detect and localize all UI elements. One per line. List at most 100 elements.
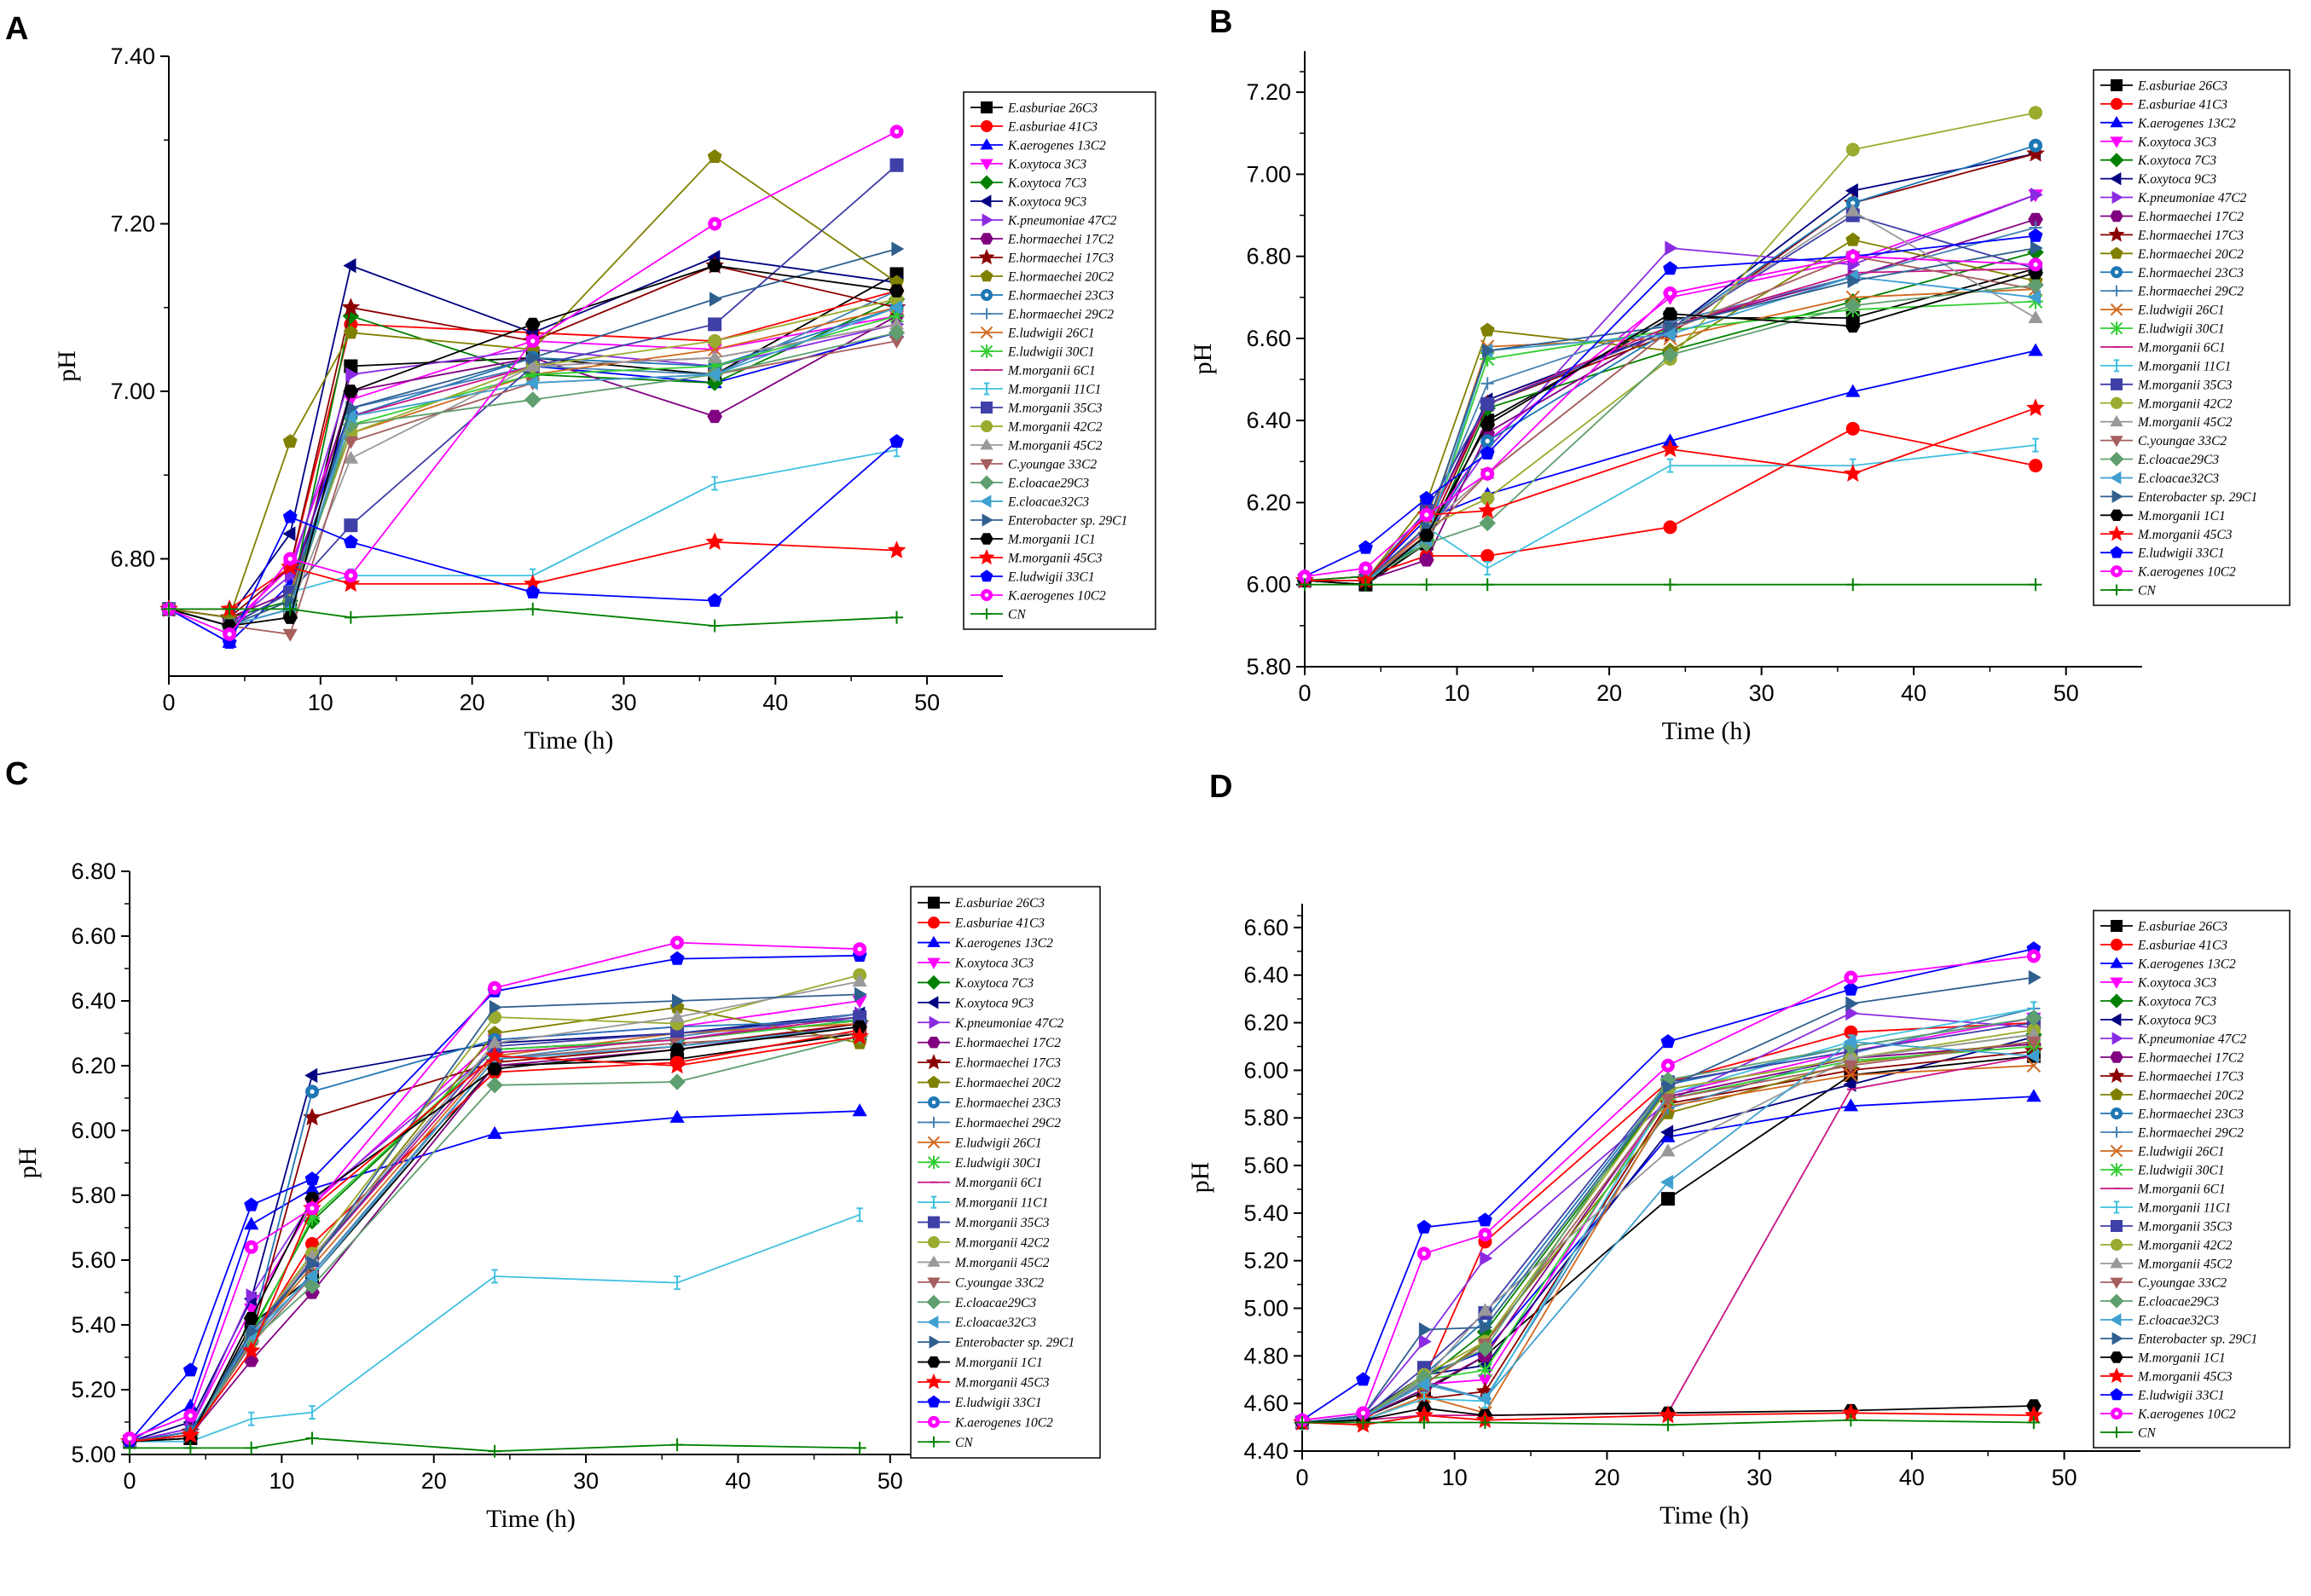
legend-label-c-15: M.morganii 11C1: [954, 1196, 1048, 1211]
legend-marker-b-20: [2109, 451, 2124, 467]
data-point-c-23-6: [852, 1020, 867, 1033]
legend-label-c-16: M.morganii 35C3: [954, 1216, 1050, 1230]
legend-marker-c-1: [928, 917, 940, 929]
legend-item-b-20: E.cloacae29C3: [2100, 451, 2219, 467]
legend-item-a-11: E.hormaechei 29C2: [970, 308, 1114, 322]
data-point-a-9-5: [707, 148, 722, 164]
legend-label-b-10: E.hormaechei 23C3: [2137, 266, 2244, 280]
data-point-d-27-3: [1478, 1416, 1491, 1429]
data-point-c-27-3: [305, 1431, 319, 1445]
data-point-d-19-4: [1660, 1093, 1676, 1107]
legend-item-c-16: M.morganii 35C3: [918, 1216, 1050, 1230]
series-a-23: [161, 259, 905, 633]
legend-label-d-25: E.ludwigii 33C1: [2137, 1389, 2225, 1403]
legend-item-b-1: E.asburiae 41C3: [2100, 97, 2227, 112]
data-point-c-20-4: [486, 1077, 503, 1094]
data-point-d-27-5: [1844, 1414, 1857, 1427]
legend-label-c-24: M.morganii 45C3: [954, 1376, 1050, 1391]
data-point-c-22-6: [854, 986, 867, 1003]
data-point-a-19-2: [282, 628, 298, 642]
legend-label-a-19: C.youngae 33C2: [1008, 458, 1097, 472]
y-tick-label-c: 6.20: [71, 1053, 116, 1078]
data-point-b-26-3: [1480, 466, 1495, 481]
legend-item-c-10: E.hormaechei 23C3: [918, 1096, 1061, 1111]
legend-label-d-5: K.oxytoca 9C3: [2137, 1014, 2216, 1028]
data-point-d-13-3: [1477, 1362, 1493, 1379]
x-tick-label-c: 30: [573, 1468, 599, 1494]
y-tick-label-b: 6.40: [1246, 408, 1291, 433]
legend-marker-b-3: [2110, 136, 2123, 148]
legend-item-d-8: E.hormaechei 17C3: [2100, 1067, 2244, 1084]
legend-item-c-19: C.youngae 33C2: [918, 1275, 1044, 1290]
legend-marker-b-4: [2109, 153, 2124, 168]
data-point-d-25-4: [1660, 1033, 1676, 1049]
legend-item-c-23: M.morganii 1C1: [918, 1356, 1043, 1370]
data-point-d-25-2: [1416, 1219, 1432, 1234]
y-tick-label-d: 5.60: [1243, 1153, 1289, 1178]
data-point-c-26-6: [853, 942, 867, 957]
legend-marker-d-26: [2111, 1408, 2123, 1420]
data-point-d-18-4: [1660, 1143, 1676, 1157]
y-tick-label-d: 6.40: [1243, 963, 1289, 988]
legend-label-c-19: C.youngae 33C2: [955, 1275, 1044, 1290]
legend-label-d-14: M.morganii 6C1: [2137, 1183, 2226, 1197]
x-tick-label-c: 10: [269, 1468, 294, 1494]
data-point-b-8-6: [2026, 143, 2045, 162]
data-point-a-15-5: [711, 476, 718, 491]
legend-marker-a-7: [980, 233, 993, 245]
legend-item-c-27: CN: [918, 1436, 974, 1450]
legend-marker-a-8: [978, 248, 995, 265]
legend-label-d-24: M.morganii 45C3: [2137, 1370, 2233, 1385]
legend-item-b-3: K.oxytoca 3C3: [2100, 135, 2216, 149]
legend-item-d-15: M.morganii 11C1: [2100, 1200, 2231, 1216]
data-point-a-26-2: [283, 552, 298, 566]
x-tick-label-b: 10: [1445, 680, 1470, 706]
data-point-b-20-6: [2027, 276, 2044, 294]
data-point-a-27-2: [283, 602, 297, 616]
y-tick-label-d: 6.20: [1243, 1010, 1289, 1036]
legend-marker-b-25: [2110, 546, 2123, 558]
series-b-27: [1298, 578, 2042, 592]
data-point-b-10-3: [1480, 434, 1495, 448]
data-point-c-10-3: [305, 1084, 320, 1099]
data-point-b-26-5: [1845, 249, 1860, 263]
data-point-b-23-4: [1662, 307, 1678, 321]
legend-label-b-14: M.morganii 6C1: [2137, 340, 2226, 355]
data-point-b-25-4: [1663, 261, 1677, 275]
data-point-c-23-4: [487, 1062, 502, 1076]
data-point-d-21-6: [2026, 1048, 2039, 1064]
legend-marker-d-2: [2110, 957, 2123, 969]
legend-label-c-10: E.hormaechei 23C3: [954, 1096, 1061, 1111]
legend-item-a-7: E.hormaechei 17C2: [970, 233, 1114, 247]
legend-label-b-26: K.aerogenes 10C2: [2137, 565, 2236, 580]
data-point-a-25-6: [889, 434, 904, 448]
x-tick-label-c: 50: [877, 1468, 903, 1494]
legend-marker-c-9: [927, 1075, 941, 1088]
legend-item-a-8: E.hormaechei 17C3: [970, 248, 1114, 266]
data-point-d-21-2: [1416, 1377, 1430, 1392]
y-tick-label-a: 7.40: [110, 43, 155, 69]
legend-item-a-27: CN: [970, 608, 1027, 622]
legend-box-d: [2093, 910, 2291, 1449]
data-point-c-24-2: [241, 1341, 261, 1359]
legend-label-a-20: E.cloacae29C3: [1007, 477, 1089, 491]
data-point-b-18-6: [2028, 310, 2043, 323]
legend-item-d-23: M.morganii 1C1: [2100, 1351, 2226, 1366]
legend-item-c-0: E.asburiae 26C3: [918, 896, 1045, 911]
legend-label-c-14: M.morganii 6C1: [954, 1176, 1043, 1190]
data-point-a-27-6: [890, 610, 904, 624]
data-point-c-22-5: [672, 993, 685, 1009]
y-axis-title-d: pH: [1186, 1162, 1214, 1194]
legend-label-c-4: K.oxytoca 7C3: [954, 976, 1034, 991]
data-point-d-21-4: [1660, 1174, 1674, 1190]
legend-item-b-11: E.hormaechei 29C2: [2100, 285, 2244, 299]
x-axis-title-a: Time (h): [524, 726, 614, 755]
data-point-b-27-1: [1358, 578, 1372, 592]
data-point-d-22-3: [1480, 1320, 1493, 1335]
legend-label-b-18: M.morganii 45C2: [2137, 415, 2233, 430]
legend-item-a-19: C.youngae 33C2: [970, 458, 1097, 472]
x-tick-label-a: 40: [762, 690, 788, 715]
data-point-a-7-5: [707, 409, 722, 424]
legend-item-a-21: E.cloacae32C3: [970, 494, 1089, 510]
data-point-a-25-3: [343, 534, 358, 548]
